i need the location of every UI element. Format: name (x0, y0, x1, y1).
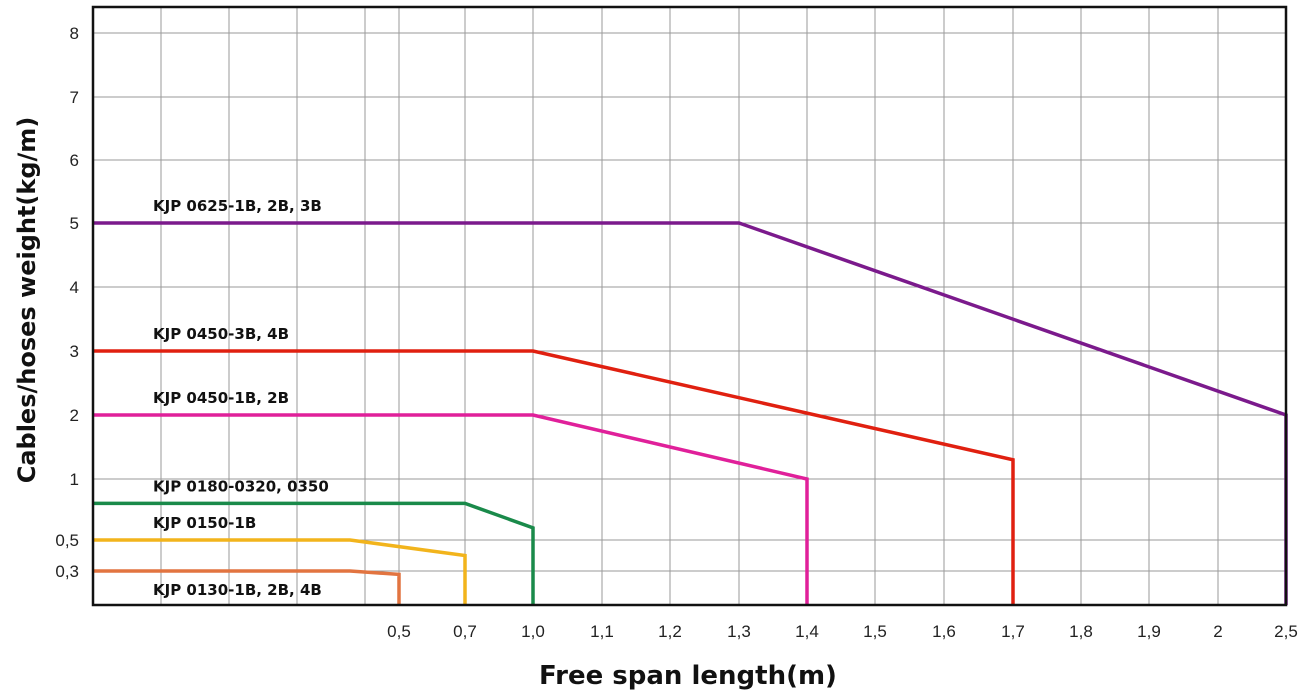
series-lines (93, 221, 1288, 605)
series-line-3 (93, 413, 809, 605)
plot-frame (91, 5, 1288, 607)
x-tick-label: 1,3 (727, 622, 751, 641)
x-tick-label: 1,0 (521, 622, 545, 641)
x-tick-label: 1,6 (932, 622, 956, 641)
x-tick-label: 1,1 (590, 622, 614, 641)
y-tick-labels: 0,3 0,5 1 2 3 4 5 6 7 8 (55, 24, 79, 581)
y-tick-label: 7 (70, 88, 79, 107)
y-tick-label: 0,5 (55, 531, 79, 550)
x-tick-label: 1,8 (1069, 622, 1093, 641)
series-label-2: KJP 0450-3B, 4B (153, 325, 289, 343)
series-line-6 (93, 569, 401, 605)
series-line-5 (93, 538, 467, 605)
y-tick-label: 8 (70, 24, 79, 43)
grid (93, 7, 1286, 605)
y-tick-label: 5 (70, 214, 79, 233)
x-tick-label: 2 (1213, 622, 1222, 641)
y-tick-label: 2 (70, 406, 79, 425)
series-line-4 (93, 501, 535, 605)
y-axis-title: Cables/hoses weight(kg/m) (13, 117, 41, 484)
y-tick-label: 3 (70, 342, 79, 361)
x-tick-label: 1,7 (1001, 622, 1025, 641)
y-tick-label: 6 (70, 151, 79, 170)
x-tick-label: 1,9 (1137, 622, 1161, 641)
series-line-2 (93, 349, 1015, 605)
series-label-6: KJP 0130-1B, 2B, 4B (153, 581, 322, 599)
x-tick-label: 1,5 (863, 622, 887, 641)
x-tick-label: 2,5 (1274, 622, 1298, 641)
y-tick-label: 0,3 (55, 562, 79, 581)
y-tick-label: 1 (70, 470, 79, 489)
x-tick-label: 0,5 (387, 622, 411, 641)
series-label-4: KJP 0180-0320, 0350 (153, 477, 329, 495)
x-tick-labels: 0,5 0,7 1,0 1,1 1,2 1,3 1,4 1,5 1,6 1,7 1,8 1,9 2 2,5 (387, 622, 1298, 641)
x-tick-label: 1,4 (795, 622, 819, 641)
x-tick-label: 1,2 (658, 622, 682, 641)
y-tick-label: 4 (70, 278, 79, 297)
x-tick-label: 0,7 (453, 622, 477, 641)
series-labels: KJP 0625-1B, 2B, 3B KJP 0450-3B, 4B KJP 04… (153, 197, 329, 599)
series-label-3: KJP 0450-1B, 2B (153, 389, 289, 407)
x-axis-title: Free span length(m) (539, 661, 837, 691)
series-label-1: KJP 0625-1B, 2B, 3B (153, 197, 322, 215)
series-label-5: KJP 0150-1B (153, 514, 256, 532)
